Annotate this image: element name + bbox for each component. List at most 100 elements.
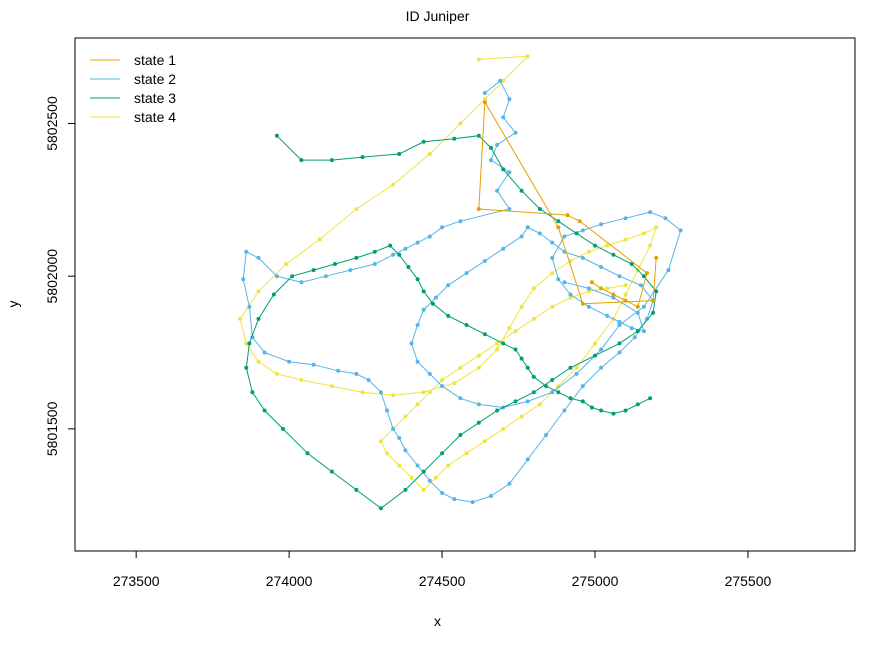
data-point <box>617 350 622 355</box>
data-point <box>611 292 616 297</box>
data-point <box>654 289 659 294</box>
data-point <box>458 365 463 370</box>
data-point <box>519 414 524 419</box>
data-point <box>550 240 555 245</box>
data-point <box>406 265 411 269</box>
data-point <box>580 228 585 233</box>
data-point <box>574 371 579 376</box>
data-point <box>495 347 500 352</box>
data-point <box>623 298 628 303</box>
data-point <box>354 207 359 211</box>
data-point <box>593 243 597 248</box>
y-tick-label: 5802500 <box>44 96 60 151</box>
legend-item: state 2 <box>90 71 176 87</box>
data-point <box>244 341 249 346</box>
data-point <box>641 231 646 236</box>
data-point <box>378 506 383 511</box>
data-point <box>489 145 493 150</box>
data-point <box>586 289 591 294</box>
data-point <box>421 469 426 474</box>
data-point <box>605 313 610 318</box>
data-point <box>599 265 604 269</box>
data-point <box>305 451 310 456</box>
data-point <box>403 414 408 419</box>
data-point <box>641 274 646 279</box>
data-point <box>427 152 432 156</box>
data-point <box>244 249 249 254</box>
data-point <box>244 365 249 370</box>
data-point <box>458 219 463 224</box>
data-point <box>556 219 561 224</box>
data-point <box>440 378 445 382</box>
data-point <box>256 359 261 364</box>
data-point <box>378 390 383 395</box>
data-point <box>562 408 567 413</box>
data-point <box>385 451 389 456</box>
data-point <box>501 78 506 83</box>
data-point <box>495 142 500 147</box>
data-point <box>648 210 653 215</box>
data-point <box>299 158 304 163</box>
data-point <box>446 283 451 288</box>
data-point <box>623 408 628 413</box>
x-tick-label: 273500 <box>113 573 160 589</box>
data-point <box>525 225 530 230</box>
data-point <box>586 249 591 254</box>
data-point <box>501 246 506 251</box>
data-point <box>550 390 555 395</box>
y-tick-label: 5802000 <box>44 249 60 304</box>
x-tick-label: 275500 <box>725 573 772 589</box>
data-point <box>458 433 463 437</box>
data-point <box>574 365 579 370</box>
data-point <box>446 313 451 318</box>
data-point <box>317 237 322 242</box>
data-point <box>629 326 634 331</box>
data-point <box>403 246 408 251</box>
data-point <box>507 481 512 486</box>
data-point <box>519 188 524 193</box>
data-point <box>577 219 582 224</box>
data-point <box>247 304 252 309</box>
data-point <box>525 457 530 462</box>
series-line <box>242 80 682 503</box>
data-point <box>274 133 279 138</box>
data-point <box>415 463 420 468</box>
data-point <box>476 57 481 62</box>
data-point <box>507 326 512 331</box>
data-point <box>586 286 591 291</box>
data-point <box>501 426 506 431</box>
data-point <box>489 158 493 163</box>
data-point <box>645 316 649 321</box>
data-point <box>654 225 659 230</box>
data-point <box>433 295 438 300</box>
data-point <box>605 243 610 248</box>
data-point <box>333 262 337 266</box>
data-point <box>238 316 243 321</box>
data-point <box>360 390 365 395</box>
data-point <box>427 478 432 483</box>
data-point <box>329 469 334 474</box>
data-point <box>391 182 396 187</box>
data-point <box>476 353 481 358</box>
data-point <box>366 378 371 382</box>
data-point <box>476 402 481 407</box>
data-point <box>391 252 396 257</box>
data-point <box>464 451 469 456</box>
data-point <box>360 155 365 160</box>
data-point <box>635 402 640 407</box>
data-point <box>452 136 457 141</box>
data-point <box>531 316 536 321</box>
data-point <box>635 329 640 334</box>
data-point <box>495 341 500 346</box>
data-point <box>311 268 316 273</box>
data-point <box>476 420 481 425</box>
data-point <box>519 356 524 361</box>
data-point <box>638 283 643 288</box>
data-point <box>568 396 573 401</box>
data-point <box>464 323 469 327</box>
x-axis: 273500 274000 274500 275000 275500 <box>113 551 772 589</box>
data-point <box>476 207 481 211</box>
legend-label: state 1 <box>134 52 176 68</box>
data-point <box>525 54 530 59</box>
